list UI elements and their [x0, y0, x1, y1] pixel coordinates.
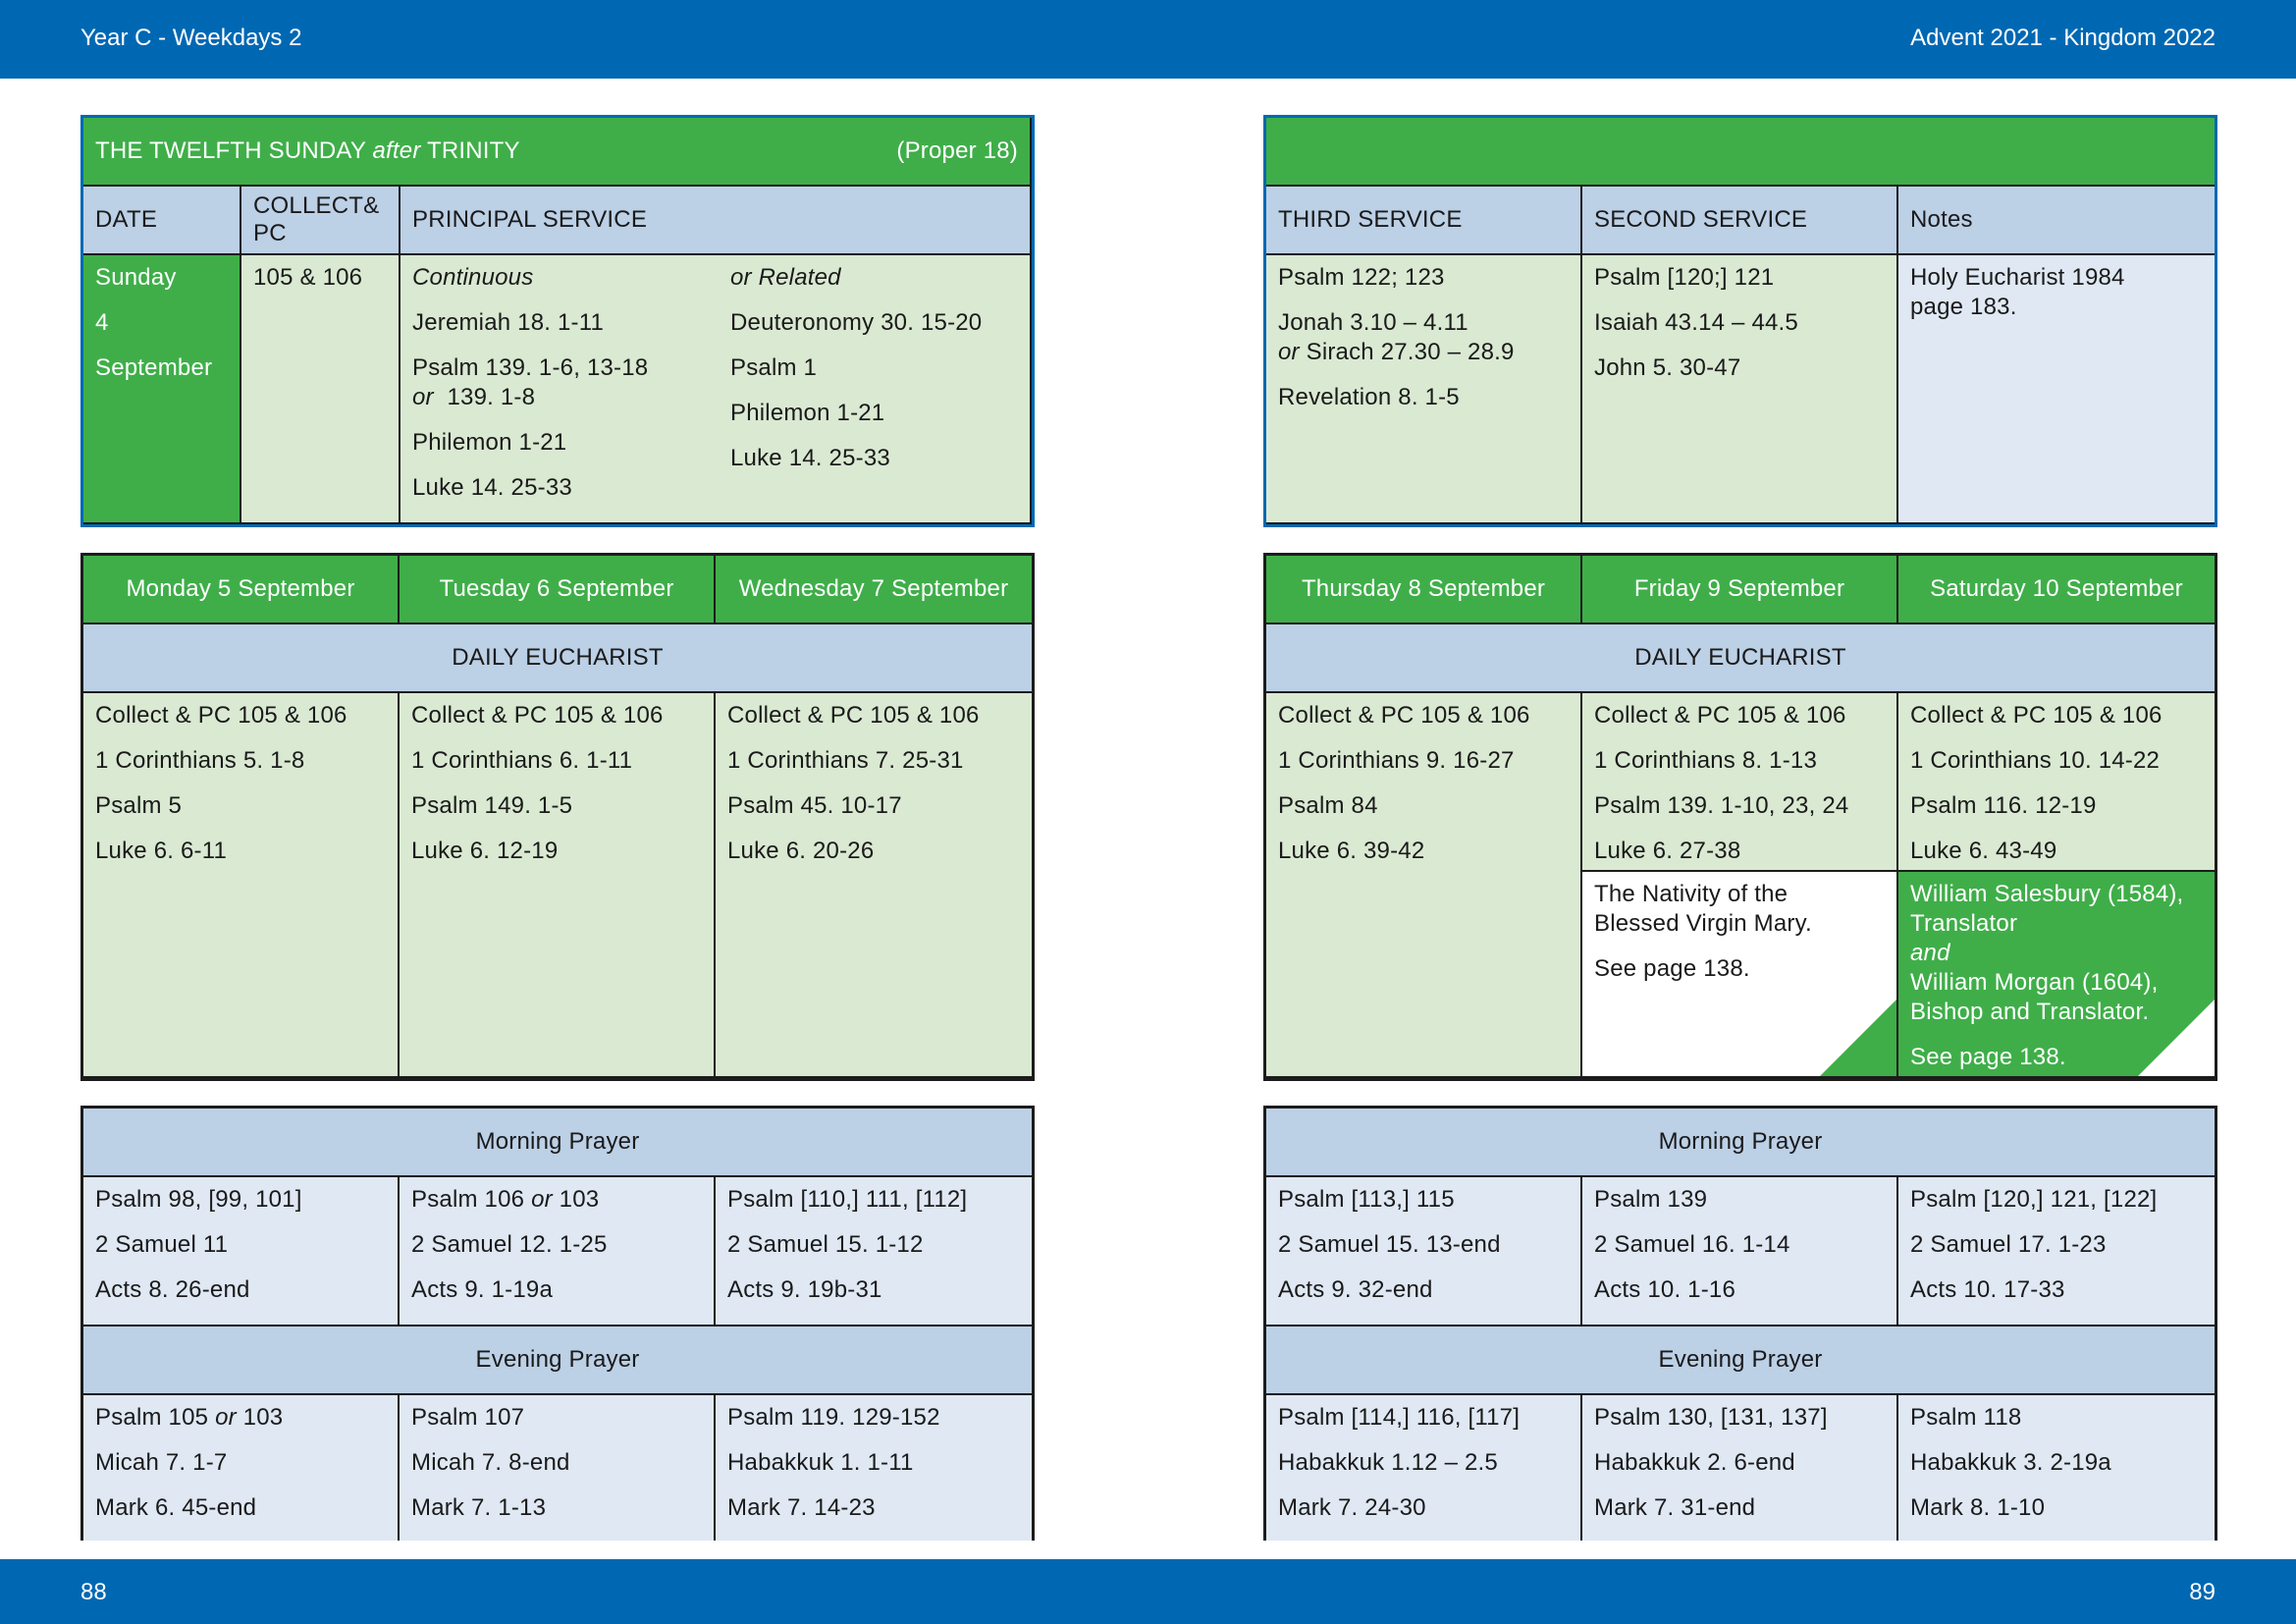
- sunday-principal-cell: Continuous Jeremiah 18. 1-11 Psalm 139. …: [400, 255, 1030, 522]
- green-title-bar: [1266, 118, 2215, 185]
- header-year: Year C - Weekdays 2: [80, 25, 302, 51]
- day-header-thursday: Thursday 8 September: [1266, 556, 1580, 623]
- weekday-eucharist-table-right: Thursday 8 September Friday 9 September …: [1263, 553, 2217, 1081]
- evening-friday: Psalm 130, [131, 137] Habakkuk 2. 6-end Ma…: [1582, 1395, 1896, 1541]
- evening-thursday: Psalm [114,] 116, [117] Habakkuk 1.12 – 2…: [1266, 1395, 1580, 1541]
- sunday-date-cell: Sunday 4 September: [83, 255, 240, 522]
- morning-prayer-label: Morning Prayer: [83, 1109, 1032, 1175]
- col-collect-header: COLLECT& PC: [241, 187, 399, 253]
- commemoration-salesbury-note: William Salesbury (1584), Translator and Wi…: [1898, 872, 2215, 1076]
- morning-prayer-label-right: Morning Prayer: [1266, 1109, 2215, 1175]
- morning-tuesday: Psalm 106 or 103 2 Samuel 12. 1-25 Acts 9…: [400, 1177, 714, 1325]
- proper-label: (Proper 18): [896, 137, 1018, 164]
- third-service-cell: Psalm 122; 123 Jonah 3.10 – 4.11 or Sirac…: [1266, 255, 1580, 522]
- col-third-header: THIRD SERVICE: [1266, 187, 1580, 253]
- col-second-header: SECOND SERVICE: [1582, 187, 1896, 253]
- sunday-other-services-table: THIRD SERVICE SECOND SERVICE Notes Psalm…: [1263, 115, 2217, 527]
- morning-saturday: Psalm [120,] 121, [122] 2 Samuel 17. 1-23…: [1898, 1177, 2215, 1325]
- sunday-collect-cell: 105 & 106: [241, 255, 399, 522]
- commemoration-corner-marker: [2138, 1000, 2215, 1076]
- morning-monday: Psalm 98, [99, 101] 2 Samuel 11 Acts 8. 2…: [83, 1177, 398, 1325]
- eucharist-thursday: Collect & PC 105 & 106 1 Corinthians 8. 1…: [1582, 693, 1896, 870]
- related-readings: or Related Deuteronomy 30. 15-20 Psalm 1…: [730, 264, 983, 471]
- evening-prayer-label-right: Evening Prayer: [1266, 1326, 2215, 1393]
- col-notes-header: Notes: [1898, 187, 2215, 253]
- eucharist-friday: Collect & PC 105 & 106 1 Corinthians 9. 1…: [1266, 693, 1580, 1076]
- morning-wednesday: Psalm [110,] 111, [112] 2 Samuel 15. 1-1…: [716, 1177, 1032, 1325]
- evening-wednesday: Psalm 119. 129-152 Habakkuk 1. 1-11 Mark …: [716, 1395, 1032, 1541]
- weekday-eucharist-table-left: Monday 5 September Tuesday 6 September W…: [80, 553, 1035, 1081]
- day-header-friday: Friday 9 September: [1582, 556, 1896, 623]
- eucharist-wednesday: Collect & PC 105 & 106 1 Corinthians 7. 2…: [716, 693, 1032, 1076]
- header-season: Advent 2021 - Kingdom 2022: [1910, 25, 2216, 51]
- festival-nativity-note: The Nativity of the Blessed Virgin Mary. …: [1582, 872, 1896, 1076]
- daily-eucharist-label-right: DAILY EUCHARIST: [1266, 624, 2215, 691]
- sunday-principal-table: THE TWELFTH SUNDAY after TRINITY (Proper…: [80, 115, 1035, 527]
- continuous-readings: Continuous Jeremiah 18. 1-11 Psalm 139. …: [412, 264, 649, 501]
- day-header-tuesday: Tuesday 6 September: [400, 556, 714, 623]
- second-service-cell: Psalm [120;] 121 Isaiah 43.14 – 44.5 John …: [1582, 255, 1896, 522]
- evening-prayer-label: Evening Prayer: [83, 1326, 1032, 1393]
- day-header-monday: Monday 5 September: [83, 556, 398, 623]
- page-footer-band: 88 89: [0, 1559, 2296, 1624]
- day-header-wednesday: Wednesday 7 September: [716, 556, 1032, 623]
- morning-thursday: Psalm [113,] 115 2 Samuel 15. 13-end Acts …: [1266, 1177, 1580, 1325]
- page-header-band: Year C - Weekdays 2 Advent 2021 - Kingdo…: [0, 0, 2296, 79]
- col-date-header: DATE: [83, 187, 240, 253]
- page-number-right: 89: [2189, 1579, 2216, 1605]
- evening-monday: Psalm 105 or 103 Micah 7. 1-7 Mark 6. 45-…: [83, 1395, 398, 1541]
- daily-eucharist-label: DAILY EUCHARIST: [83, 624, 1032, 691]
- eucharist-monday: Collect & PC 105 & 106 1 Corinthians 5. 1…: [83, 693, 398, 1076]
- office-table-left: Morning Prayer Psalm 98, [99, 101] 2 Sam…: [80, 1106, 1035, 1541]
- sunday-title-bar: THE TWELFTH SUNDAY after TRINITY (Proper…: [83, 118, 1030, 185]
- col-principal-header: PRINCIPAL SERVICE: [400, 187, 1030, 253]
- page-number-left: 88: [80, 1579, 107, 1605]
- morning-friday: Psalm 139 2 Samuel 16. 1-14 Acts 10. 1-16: [1582, 1177, 1896, 1325]
- evening-saturday: Psalm 118 Habakkuk 3. 2-19a Mark 8. 1-10: [1898, 1395, 2215, 1541]
- office-table-right: Morning Prayer Psalm [113,] 115 2 Samuel …: [1263, 1106, 2217, 1541]
- festival-corner-marker: [1820, 1000, 1896, 1076]
- sunday-title: THE TWELFTH SUNDAY: [95, 137, 373, 164]
- eucharist-tuesday: Collect & PC 105 & 106 1 Corinthians 6. 1…: [400, 693, 714, 1076]
- notes-cell: Holy Eucharist 1984 page 183.: [1898, 255, 2215, 522]
- day-header-saturday: Saturday 10 September: [1898, 556, 2215, 623]
- evening-tuesday: Psalm 107 Micah 7. 8-end Mark 7. 1-13: [400, 1395, 714, 1541]
- eucharist-saturday: Collect & PC 105 & 106 1 Corinthians 10. …: [1898, 693, 2215, 870]
